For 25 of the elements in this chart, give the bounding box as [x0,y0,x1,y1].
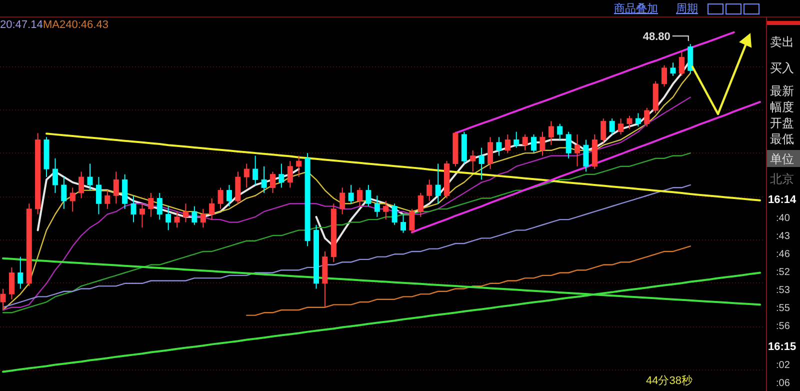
text: 最新 [770,84,794,98]
text: 商品叠加 [614,2,658,15]
text: :02 [776,360,790,371]
text: :40 [776,213,790,224]
text: 44分38秒 [646,375,692,387]
text: :46 [776,249,790,260]
text: 16:15 [768,341,796,353]
text: :52 [776,267,790,278]
text: 买入 [770,61,794,75]
text: MA240:46.43 [43,19,108,31]
text: 幅度 [770,100,794,114]
text: 周期 [676,3,698,15]
text: 卖出 [770,35,794,49]
text: :55 [776,303,790,314]
text: :06 [776,378,790,389]
text: 20:47.14 [0,19,43,31]
text: 北京 [770,172,794,186]
text: :56 [776,321,790,332]
text: :53 [776,285,790,296]
text: 单位 [770,152,794,166]
text: 48.80 [642,31,670,43]
text: 最低 [770,132,794,146]
text: :43 [776,231,790,242]
text: 开盘 [770,116,794,130]
text: 16:14 [768,194,798,206]
